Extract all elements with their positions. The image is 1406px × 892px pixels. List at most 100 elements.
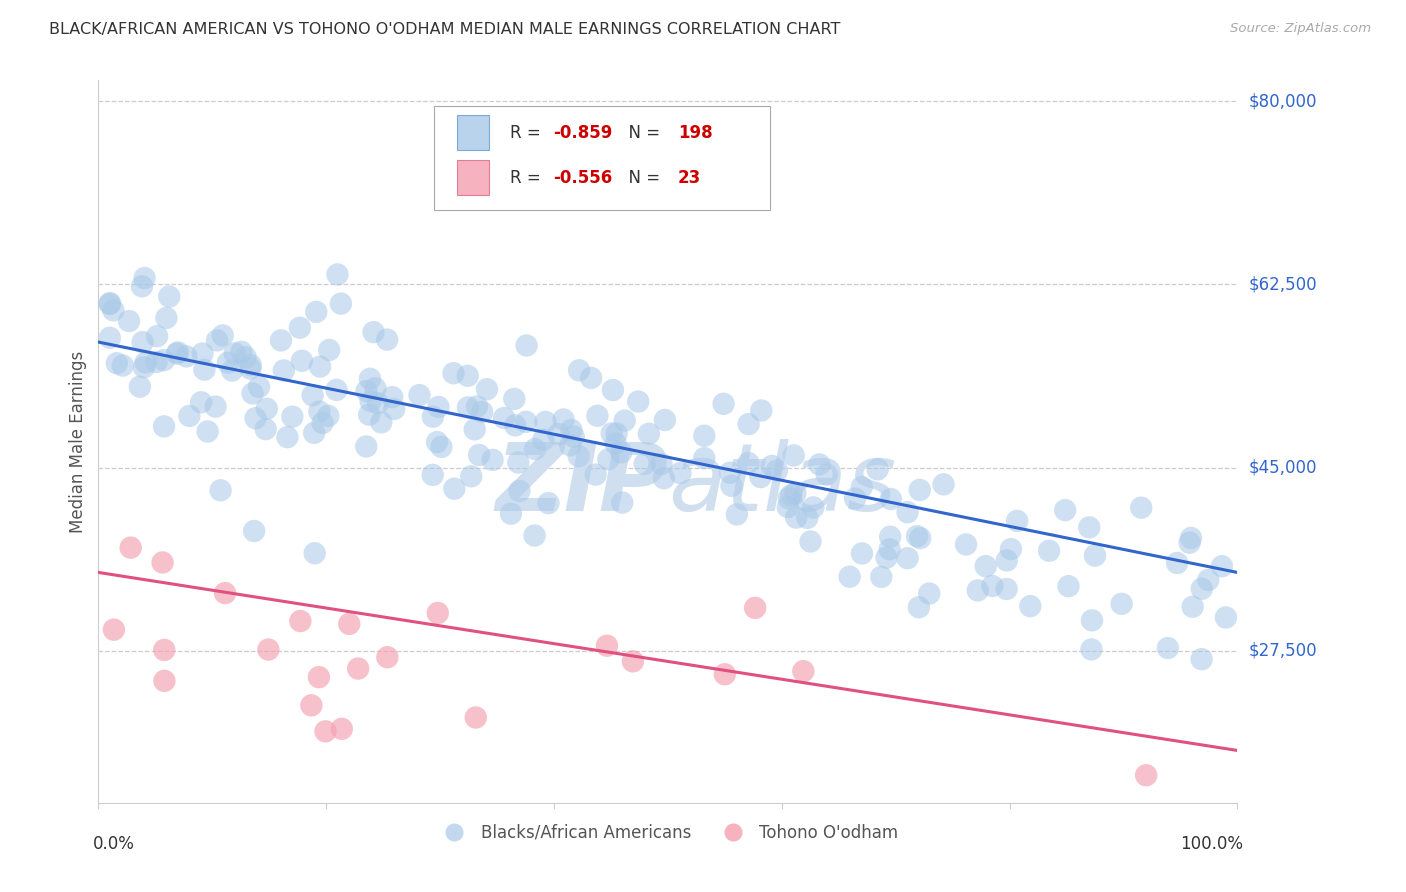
Point xyxy=(155,310,177,325)
Text: Source: ZipAtlas.com: Source: ZipAtlas.com xyxy=(1230,22,1371,36)
Point xyxy=(167,345,190,359)
Point xyxy=(547,427,569,442)
Point xyxy=(224,346,246,360)
Point xyxy=(778,491,800,506)
Point xyxy=(134,271,156,285)
Point xyxy=(612,495,634,509)
Point xyxy=(880,491,903,506)
Point xyxy=(537,496,560,510)
Point xyxy=(1215,610,1237,624)
Text: -0.859: -0.859 xyxy=(553,124,612,142)
Point xyxy=(568,363,591,377)
Point xyxy=(315,724,337,739)
Point xyxy=(596,639,619,653)
Text: N =: N = xyxy=(617,169,665,186)
Point xyxy=(602,383,624,397)
Point xyxy=(245,411,267,425)
Point xyxy=(693,451,716,466)
Point xyxy=(221,363,243,377)
Point xyxy=(1054,503,1077,517)
Point xyxy=(152,556,174,570)
Text: 198: 198 xyxy=(678,124,713,142)
Point xyxy=(932,477,955,491)
Point xyxy=(801,500,824,515)
Point xyxy=(231,344,253,359)
Point xyxy=(725,508,748,522)
Point xyxy=(325,383,347,397)
Point xyxy=(166,346,188,360)
Point xyxy=(621,654,644,668)
Point xyxy=(718,466,741,480)
Point xyxy=(508,483,530,498)
Point xyxy=(347,662,370,676)
Point xyxy=(650,457,672,471)
Point xyxy=(815,467,838,482)
Point xyxy=(291,353,314,368)
Point xyxy=(838,570,860,584)
Point xyxy=(638,426,661,441)
Point xyxy=(356,384,378,398)
Point xyxy=(1191,582,1213,596)
Point xyxy=(131,335,153,350)
Point xyxy=(1080,642,1102,657)
Point xyxy=(1005,514,1028,528)
Point xyxy=(720,479,742,493)
Point xyxy=(153,419,176,434)
Point xyxy=(308,404,330,418)
Point xyxy=(766,463,789,477)
Point xyxy=(176,350,198,364)
Point xyxy=(288,320,311,334)
Point xyxy=(197,425,219,439)
Point xyxy=(966,583,988,598)
Point xyxy=(118,314,141,328)
Point xyxy=(120,541,142,555)
Point xyxy=(301,388,323,402)
Point xyxy=(598,452,620,467)
Point xyxy=(974,559,997,574)
Point xyxy=(808,458,831,472)
Point xyxy=(523,528,546,542)
Point xyxy=(737,456,759,470)
Point xyxy=(329,296,352,310)
Text: -0.556: -0.556 xyxy=(553,169,612,186)
Point xyxy=(153,673,176,688)
FancyBboxPatch shape xyxy=(434,105,770,211)
Point xyxy=(247,380,270,394)
Point xyxy=(799,534,821,549)
Point xyxy=(568,449,591,463)
Point xyxy=(103,623,125,637)
Text: atlas: atlas xyxy=(668,440,896,531)
Point xyxy=(499,507,522,521)
Point xyxy=(360,394,382,409)
Point xyxy=(562,429,585,443)
Point xyxy=(367,396,389,410)
Point xyxy=(1130,500,1153,515)
Point xyxy=(761,458,783,473)
Point xyxy=(468,448,491,462)
Point xyxy=(243,524,266,538)
Point xyxy=(153,643,176,657)
Point xyxy=(652,471,675,485)
Point xyxy=(749,403,772,417)
Text: $27,500: $27,500 xyxy=(1249,642,1317,660)
Point xyxy=(600,426,623,441)
Point xyxy=(851,546,873,560)
Point xyxy=(1081,613,1104,627)
Text: $45,000: $45,000 xyxy=(1249,458,1317,476)
Text: $80,000: $80,000 xyxy=(1249,92,1317,111)
Point xyxy=(1166,556,1188,570)
Point xyxy=(531,433,554,447)
Point xyxy=(105,356,128,370)
Point xyxy=(586,409,609,423)
Point xyxy=(256,401,278,416)
Point xyxy=(481,453,503,467)
Point xyxy=(370,415,392,429)
Point xyxy=(654,413,676,427)
Point xyxy=(981,579,1004,593)
Point xyxy=(270,334,292,348)
Point xyxy=(316,409,339,423)
Point xyxy=(242,386,264,401)
Point xyxy=(475,382,498,396)
Point xyxy=(1180,531,1202,545)
Point xyxy=(1084,549,1107,563)
